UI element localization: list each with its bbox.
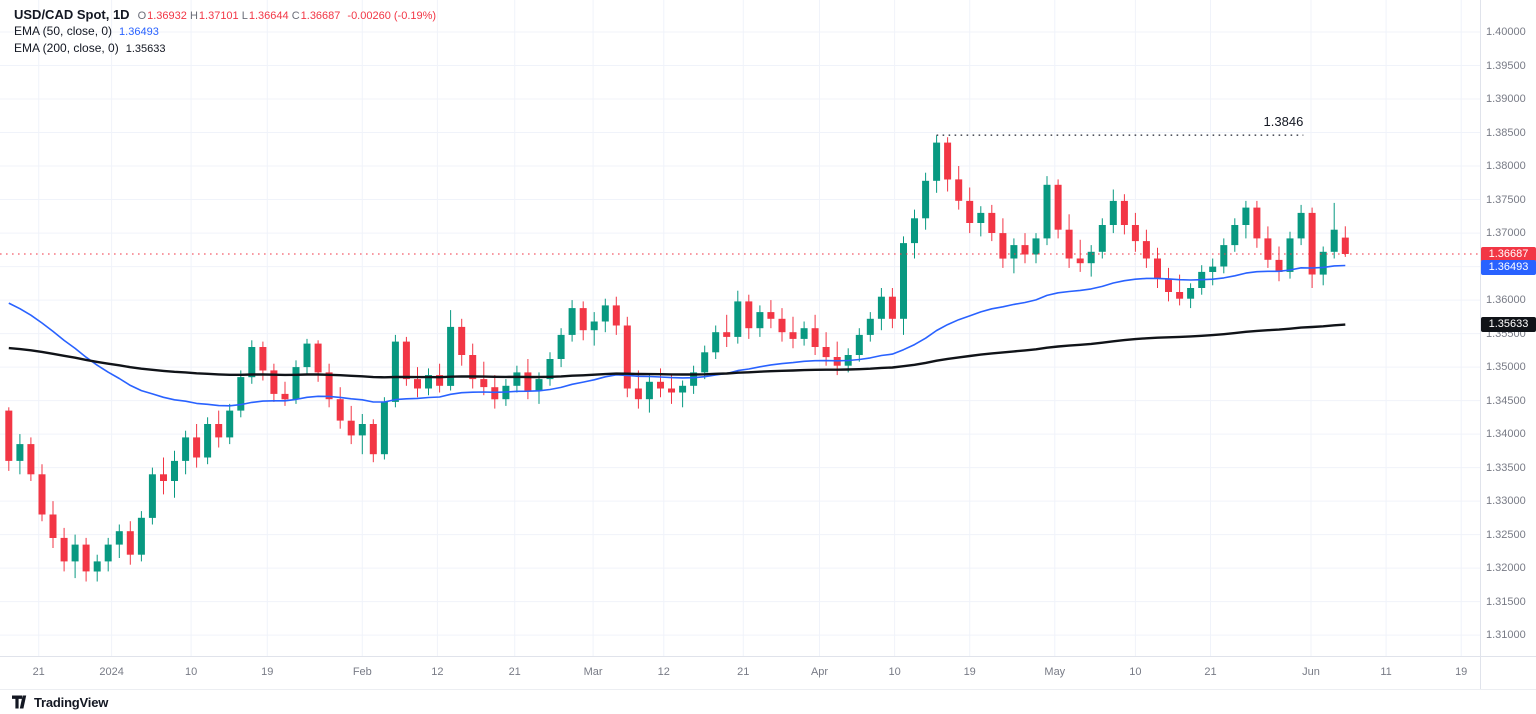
ema200-label: EMA (200, close, 0) — [14, 41, 119, 55]
candlestick-chart[interactable]: 1.3846 — [0, 0, 1480, 656]
time-tick-label: May — [1044, 666, 1066, 678]
time-tick-label: Apr — [810, 666, 829, 678]
tradingview-wordmark: TradingView — [34, 694, 109, 710]
close-value: 1.36687 — [300, 10, 341, 22]
price-tick-label: 1.35000 — [1486, 361, 1526, 374]
time-tick-label: 19 — [1455, 666, 1468, 678]
symbol-legend-row[interactable]: USD/CAD Spot, 1D O1.36932 H1.37101 L1.36… — [14, 7, 436, 24]
time-tick-label: 2024 — [99, 666, 124, 678]
open-value: 1.36932 — [147, 10, 187, 22]
price-tick-label: 1.34500 — [1486, 394, 1526, 407]
tradingview-mark-icon — [12, 695, 27, 709]
price-axis[interactable]: 1.36687 1.36493 1.35633 1.40000 1.39500 1.… — [1480, 0, 1536, 656]
time-tick-label: Jun — [1302, 666, 1320, 678]
ema50-label: EMA (50, close, 0) — [14, 24, 113, 38]
time-axis[interactable]: 21 2024 10 19 Feb 12 21 Mar 12 21 Apr 10 19 May 10 21 Ju… — [0, 656, 1480, 690]
time-tick-label: Mar — [583, 666, 603, 678]
price-tick-label: 1.36000 — [1486, 294, 1526, 307]
time-tick-label: 19 — [963, 666, 976, 678]
resistance-level: 1.3846 — [936, 114, 1304, 136]
price-tick-label: 1.34000 — [1486, 428, 1526, 441]
symbol-title[interactable]: USD/CAD Spot, 1D — [14, 7, 130, 22]
change-value: -0.00260 (-0.19%) — [347, 10, 437, 22]
chart-plot-area: 1.3846 USD/CAD Spot, 1D O1.36932 H1.3710… — [0, 0, 1480, 656]
resistance-level-label: 1.3846 — [1264, 114, 1304, 129]
price-tick-label: 1.37000 — [1486, 227, 1526, 240]
ema200-line — [8, 323, 1346, 379]
ema200-legend-row[interactable]: EMA (200, close, 0) 1.35633 — [14, 41, 436, 58]
ema50-value: 1.36493 — [119, 26, 159, 38]
high-value: 1.37101 — [198, 10, 239, 22]
price-tick-label: 1.32500 — [1486, 528, 1526, 541]
candles-series — [5, 135, 1349, 582]
time-tick-label: 21 — [1204, 666, 1217, 678]
price-tick-label: 1.39500 — [1486, 59, 1526, 72]
price-tick-label: 1.31000 — [1486, 629, 1526, 642]
time-tick-label: 19 — [261, 666, 274, 678]
time-tick-label: 10 — [888, 666, 901, 678]
time-tick-label: 12 — [657, 666, 670, 678]
price-tick-label: 1.33000 — [1486, 495, 1526, 508]
ema200-value: 1.35633 — [125, 43, 166, 55]
low-value: 1.36644 — [248, 10, 289, 22]
grid-lines — [0, 0, 1480, 656]
time-tick-label: 10 — [1129, 666, 1142, 678]
time-tick-label: 21 — [32, 666, 45, 678]
ema200-price-tag: 1.35633 — [1481, 317, 1536, 333]
last-price-tag: 1.36687 — [1481, 246, 1536, 262]
footer: TradingView — [0, 689, 1536, 714]
price-tick-label: 1.39000 — [1486, 93, 1526, 105]
price-tick-label: 1.37500 — [1486, 193, 1526, 206]
price-tick-label: 1.33500 — [1486, 461, 1526, 474]
time-tick-label: 11 — [1380, 666, 1392, 678]
time-tick-label: Feb — [352, 666, 372, 678]
ohlc-values: O1.36932 H1.37101 L1.36644 C1.36687 — [137, 10, 341, 22]
ema50-legend-row[interactable]: EMA (50, close, 0) 1.36493 — [14, 24, 436, 41]
ema50-price-tag: 1.36493 — [1481, 259, 1536, 275]
price-tick-label: 1.38000 — [1486, 160, 1526, 172]
time-tick-label: 21 — [508, 666, 521, 678]
ema50-line — [8, 264, 1346, 407]
axis-corner — [1480, 656, 1536, 690]
time-tick-label: 12 — [431, 666, 444, 678]
tradingview-logo[interactable]: TradingView — [12, 695, 108, 710]
chart-legend: USD/CAD Spot, 1D O1.36932 H1.37101 L1.36… — [14, 7, 436, 58]
price-tick-label: 1.32000 — [1486, 562, 1526, 575]
time-tick-label: 10 — [184, 666, 198, 678]
price-tick-label: 1.31500 — [1486, 595, 1526, 608]
price-tick-label: 1.38500 — [1486, 126, 1526, 139]
price-tick-label: 1.40000 — [1486, 26, 1526, 38]
time-tick-label: 21 — [737, 666, 750, 678]
